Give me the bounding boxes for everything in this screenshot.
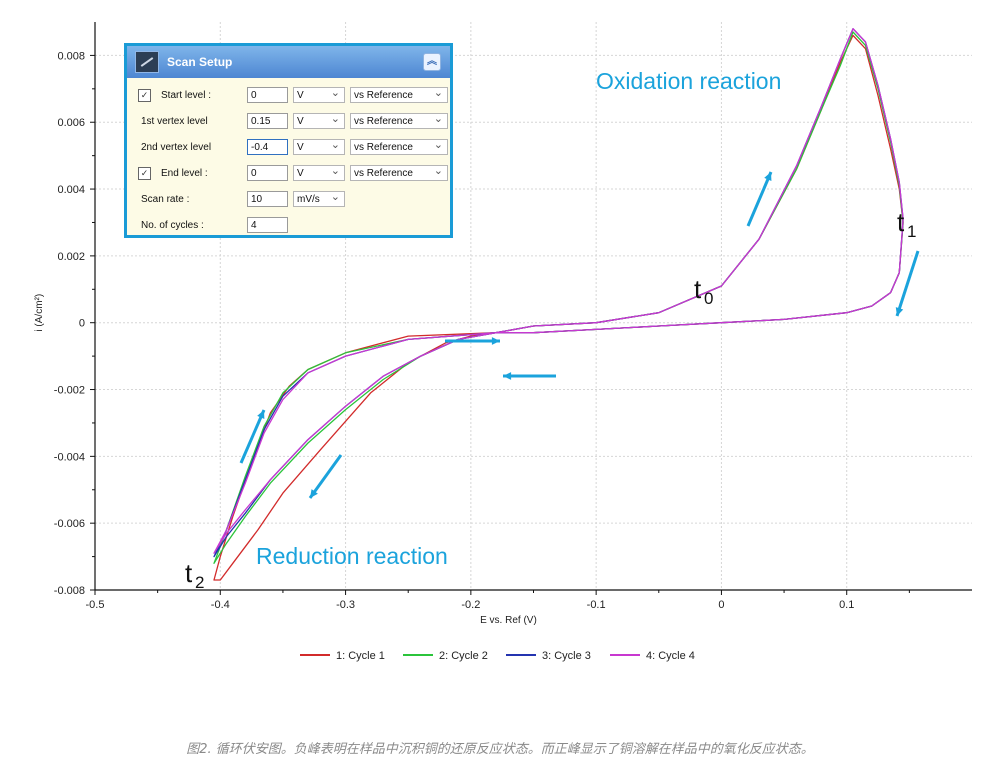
direction-arrow xyxy=(895,250,920,317)
first-vertex-input[interactable]: 0.15 xyxy=(247,113,288,129)
reduction-label: Reduction reaction xyxy=(256,543,448,569)
first-vertex-label: 1st vertex level xyxy=(141,116,208,127)
cycles-input[interactable]: 4 xyxy=(247,217,288,233)
y-tick-label: -0.008 xyxy=(54,585,85,597)
first-vertex-row: 1st vertex level 0.15 V vs Reference xyxy=(127,112,450,132)
scan-rate-label: Scan rate : xyxy=(141,194,190,205)
y-tick-label: -0.006 xyxy=(54,518,85,530)
second-vertex-label: 2nd vertex level xyxy=(141,142,212,153)
end-level-row: ✓ End level : 0 V vs Reference xyxy=(127,164,450,184)
legend-label-cycle-2: 2: Cycle 2 xyxy=(439,650,488,662)
x-tick-label: -0.2 xyxy=(461,599,480,611)
t1-label: t xyxy=(897,207,905,237)
second-vertex-ref-select[interactable]: vs Reference xyxy=(350,138,448,155)
scan-setup-panel: Scan Setup ︽ ✓ Start level : 0 V vs Refe… xyxy=(124,43,453,238)
series-line-cycle-4 xyxy=(213,28,904,554)
x-tick-label: -0.1 xyxy=(587,599,606,611)
direction-arrow xyxy=(746,171,773,227)
x-tick-label: -0.3 xyxy=(336,599,355,611)
t2-label-subscript: 2 xyxy=(195,573,204,592)
t2-label: t xyxy=(185,558,193,588)
y-tick-label: -0.004 xyxy=(54,451,85,463)
second-vertex-input[interactable]: -0.4 xyxy=(247,139,288,155)
x-tick-label: -0.4 xyxy=(211,599,230,611)
x-tick-label: 0 xyxy=(718,599,724,611)
t0-label-subscript: 0 xyxy=(704,289,713,308)
x-axis-title: E vs. Ref (V) xyxy=(480,615,537,626)
scan-rate-input[interactable]: 10 xyxy=(247,191,288,207)
start-level-input[interactable]: 0 xyxy=(247,87,288,103)
chart-canvas: -0.5 -0.4 -0.3 -0.2 -0.1 0 0.1 -0.008 -0.006 -0.0… xyxy=(34,22,972,662)
scan-rate-unit-select[interactable]: mV/s xyxy=(293,190,345,207)
y-tick-label: 0.002 xyxy=(57,251,85,263)
direction-arrowhead xyxy=(895,307,904,316)
cycles-row: No. of cycles : 4 xyxy=(127,216,450,236)
y-tick-label: 0.004 xyxy=(57,184,85,196)
second-vertex-row: 2nd vertex level -0.4 V vs Reference xyxy=(127,138,450,158)
legend-label-cycle-3: 3: Cycle 3 xyxy=(542,650,591,662)
oxidation-label: Oxidation reaction xyxy=(596,68,781,94)
direction-arrowhead xyxy=(491,337,500,345)
direction-arrow xyxy=(308,454,343,499)
end-level-label: End level : xyxy=(161,168,208,179)
start-level-row: ✓ Start level : 0 V vs Reference xyxy=(127,86,450,106)
legend-label-cycle-1: 1: Cycle 1 xyxy=(336,650,385,662)
x-tick-label: -0.5 xyxy=(86,599,105,611)
end-level-checkbox[interactable]: ✓ xyxy=(138,167,151,180)
scan-setup-title: Scan Setup xyxy=(167,55,233,69)
t0-label: t xyxy=(694,274,702,304)
first-vertex-ref-select[interactable]: vs Reference xyxy=(350,112,448,129)
direction-arrowhead xyxy=(503,372,512,380)
scan-setup-titlebar: Scan Setup ︽ xyxy=(127,46,450,78)
t1-label-subscript: 1 xyxy=(907,222,916,241)
y-tick-label: 0.008 xyxy=(57,50,85,62)
scan-setup-icon xyxy=(135,51,159,73)
start-level-checkbox[interactable]: ✓ xyxy=(138,89,151,102)
direction-arrowhead xyxy=(257,410,265,419)
direction-arrowhead xyxy=(764,172,772,181)
start-level-label: Start level : xyxy=(161,90,212,101)
y-tick-label: -0.002 xyxy=(54,385,85,397)
end-level-ref-select[interactable]: vs Reference xyxy=(350,164,448,181)
end-level-input[interactable]: 0 xyxy=(247,165,288,181)
first-vertex-unit-select[interactable]: V xyxy=(293,112,345,129)
end-level-unit-select[interactable]: V xyxy=(293,164,345,181)
chevron-double-up-icon[interactable]: ︽ xyxy=(423,53,441,71)
start-level-unit-select[interactable]: V xyxy=(293,86,345,103)
cycles-label: No. of cycles : xyxy=(141,220,204,231)
scan-rate-row: Scan rate : 10 mV/s xyxy=(127,190,450,210)
y-tick-label: 0 xyxy=(79,318,85,330)
cyclic-voltammogram-chart: -0.5 -0.4 -0.3 -0.2 -0.1 0 0.1 -0.008 -0.006 -0.0… xyxy=(0,0,1000,700)
direction-arrowhead xyxy=(310,489,318,498)
second-vertex-unit-select[interactable]: V xyxy=(293,138,345,155)
figure-caption: 图2. 循环伏安图。负峰表明在样品中沉积铜的还原反应状态。而正峰显示了铜溶解在样… xyxy=(186,742,814,757)
direction-arrow xyxy=(239,409,266,464)
y-axis-title: i (A/cm²) xyxy=(34,294,45,332)
start-level-ref-select[interactable]: vs Reference xyxy=(350,86,448,103)
x-tick-label: 0.1 xyxy=(839,599,854,611)
legend-label-cycle-4: 4: Cycle 4 xyxy=(646,650,695,662)
y-tick-label: 0.006 xyxy=(57,117,85,129)
